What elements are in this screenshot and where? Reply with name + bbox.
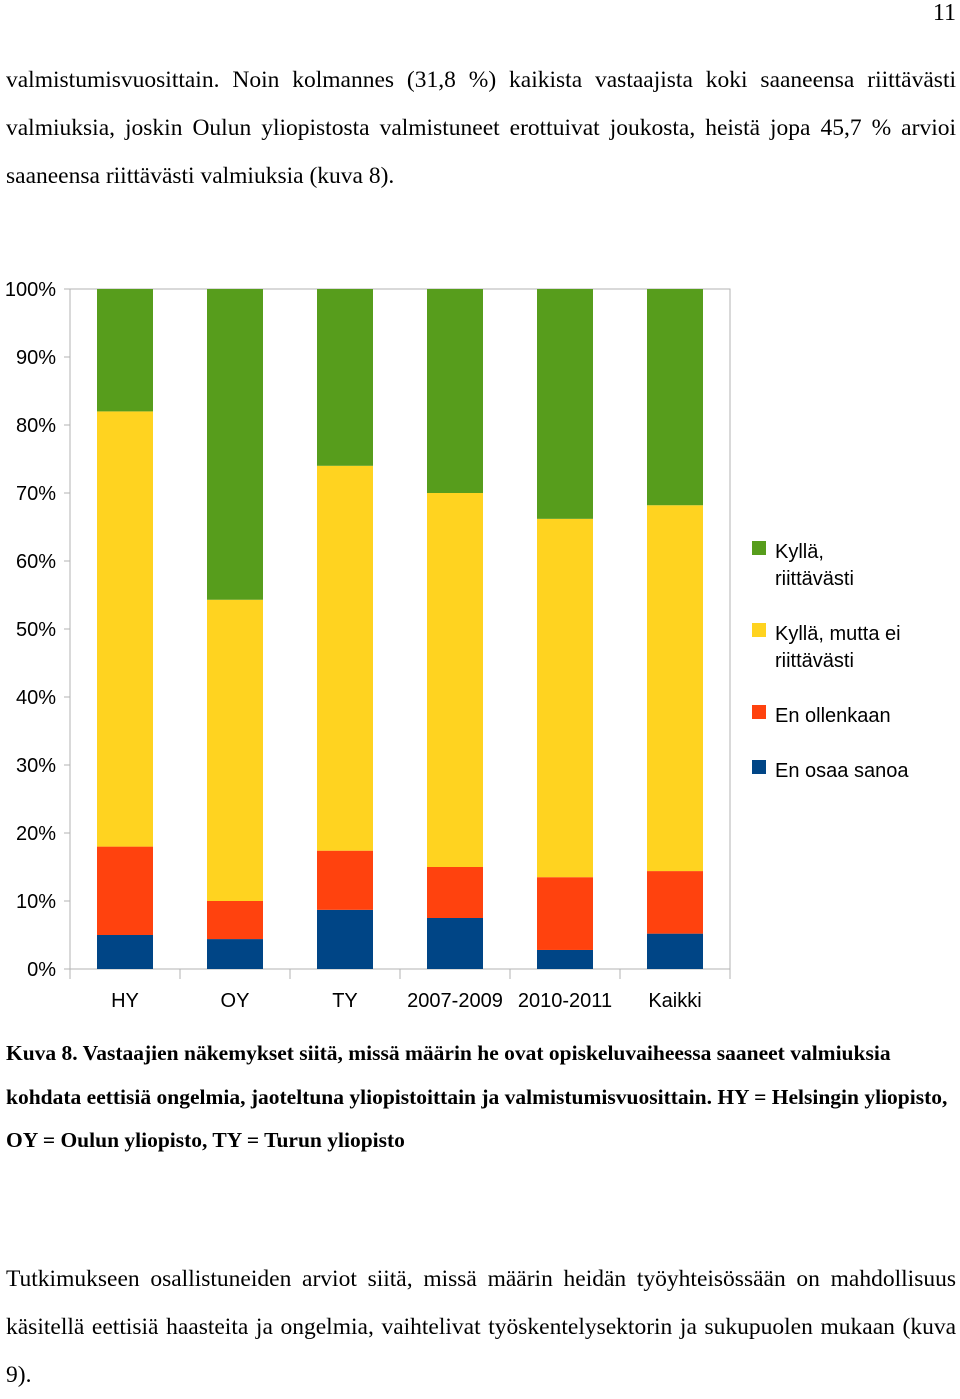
- legend-swatch: [752, 541, 766, 555]
- legend-swatch: [752, 623, 766, 637]
- bar-segment-TY-1: [317, 850, 373, 910]
- bar-segment-TY-2: [317, 465, 373, 851]
- bar-segment-Kaikki-1: [647, 871, 703, 934]
- x-tick-label: TY: [332, 990, 358, 1012]
- bar-segment-Kaikki-2: [647, 505, 703, 872]
- bar-segment-2010-2011-2: [537, 518, 593, 878]
- bar-segment-HY-3: [97, 289, 153, 412]
- legend-label: riittävästi: [775, 650, 854, 672]
- plot-frame: [69, 288, 731, 970]
- x-tick-label: HY: [111, 990, 139, 1012]
- figure-caption: Kuva 8. Vastaajien näkemykset siitä, mis…: [6, 1041, 948, 1152]
- legend-label: Kyllä, mutta ei: [775, 623, 901, 645]
- bar-segment-2007-2009-3: [427, 289, 483, 493]
- y-axis: 0% 10% 20% 30% 40% 50% 60% 70% 80% 90% 100%: [5, 279, 70, 981]
- legend-swatch: [752, 760, 766, 774]
- bar-segment-2007-2009-2: [427, 493, 483, 867]
- bar-segment-HY-0: [97, 935, 153, 969]
- x-tick-label: Kaikki: [648, 990, 701, 1012]
- legend-label: En osaa sanoa: [775, 760, 909, 782]
- legend-swatch: [752, 705, 766, 719]
- x-tick-label: OY: [221, 990, 250, 1012]
- y-tick-label: 0%: [27, 959, 56, 981]
- y-tick-label: 60%: [16, 551, 56, 573]
- x-tick-label: 2010-2011: [518, 990, 612, 1012]
- y-tick-label: 80%: [16, 415, 56, 437]
- y-tick-label: 50%: [16, 619, 56, 641]
- bar-segment-TY-3: [317, 289, 373, 466]
- y-tick-label: 30%: [16, 755, 56, 777]
- legend-label: riittävästi: [775, 568, 854, 590]
- y-tick-label: 70%: [16, 483, 56, 505]
- legend-label: En ollenkaan: [775, 705, 891, 727]
- legend-label: Kyllä,: [775, 541, 824, 563]
- intro-paragraph: valmistumisvuosittain. Noin kolmannes (3…: [6, 67, 956, 189]
- bar-segment-OY-0: [207, 939, 263, 969]
- bar-segment-HY-2: [97, 411, 153, 847]
- bar-segment-2010-2011-0: [537, 949, 593, 969]
- stacked-bar-chart: 0% 10% 20% 30% 40% 50% 60% 70% 80% 90% 100% HY OY TY…: [5, 279, 909, 1012]
- bar-segment-TY-0: [317, 909, 373, 969]
- bar-segment-2010-2011-1: [537, 877, 593, 950]
- x-tick-label: 2007-2009: [407, 990, 503, 1012]
- bar-segment-OY-3: [207, 289, 263, 600]
- bar-segment-OY-2: [207, 599, 263, 901]
- page-number: 11: [932, 0, 956, 26]
- bar-segment-2007-2009-1: [427, 867, 483, 918]
- plot-border: [69, 288, 731, 970]
- x-axis: HY OY TY 2007-2009 2010-2011 Kaikki: [69, 969, 731, 1012]
- bar-segment-2010-2011-3: [537, 289, 593, 519]
- y-tick-label: 90%: [16, 347, 56, 369]
- bars: [97, 289, 703, 969]
- y-tick-label: 20%: [16, 823, 56, 845]
- outro-paragraph: Tutkimukseen osallistuneiden arviot siit…: [6, 1266, 956, 1388]
- bar-segment-OY-1: [207, 901, 263, 940]
- y-tick-label: 40%: [16, 687, 56, 709]
- bar-segment-Kaikki-3: [647, 289, 703, 506]
- bar-segment-HY-1: [97, 846, 153, 935]
- bar-segment-Kaikki-0: [647, 933, 703, 969]
- legend: Kyllä, riittävästi Kyllä, mutta ei riittävä…: [752, 541, 909, 782]
- y-tick-label: 100%: [5, 279, 56, 301]
- bar-segment-2007-2009-0: [427, 918, 483, 969]
- y-tick-label: 10%: [16, 891, 56, 913]
